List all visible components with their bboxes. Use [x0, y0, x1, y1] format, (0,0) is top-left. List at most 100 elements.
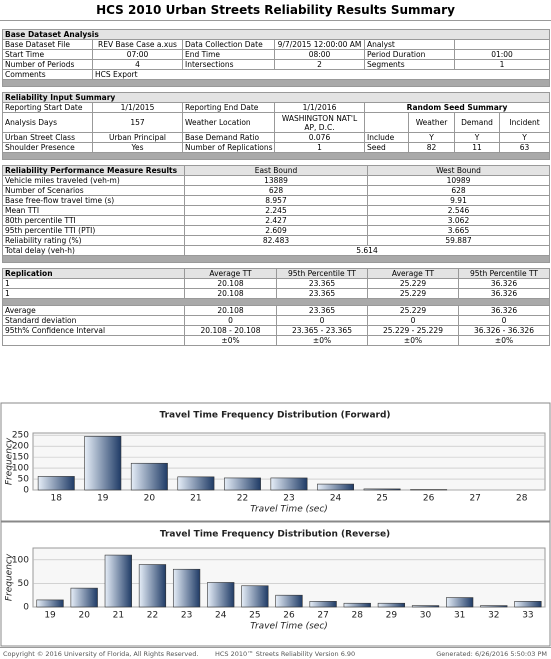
bar	[446, 598, 473, 607]
bar	[131, 463, 167, 490]
cell: 23.365	[277, 289, 368, 299]
cell: Base Demand Ratio	[183, 133, 275, 143]
cell: Base Dataset File	[3, 40, 93, 50]
cell: Analyst	[365, 40, 455, 50]
cell: 1	[275, 143, 365, 153]
cell: 2	[275, 60, 365, 70]
copyright: Copyright © 2016 University of Florida, …	[3, 650, 198, 658]
cell: 01:00	[455, 50, 550, 60]
x-tick-label: 20	[78, 611, 90, 621]
cell: 23.365	[277, 306, 368, 316]
cell: 07:00	[93, 50, 183, 60]
cell: 1/1/2016	[275, 103, 365, 113]
cell: East Bound	[185, 166, 368, 176]
chart-title: Travel Time Frequency Distribution (Reve…	[160, 530, 390, 540]
cell: West Bound	[368, 166, 550, 176]
cell: 5.614	[185, 246, 550, 256]
cell: 0	[459, 316, 550, 326]
cell: Start Time	[3, 50, 93, 60]
cell: 13889	[185, 176, 368, 186]
bar	[139, 565, 166, 607]
cell: ±0%	[277, 336, 368, 346]
cell: Total delay (veh-h)	[3, 246, 185, 256]
bar	[224, 478, 260, 490]
bar	[344, 603, 371, 607]
cell: Incident	[500, 113, 550, 133]
cell: 0	[368, 316, 459, 326]
x-tick-label: 22	[147, 611, 158, 621]
cell: Base free-flow travel time (s)	[3, 196, 185, 206]
row: Total delay (veh-h)5.614	[3, 246, 550, 256]
bar	[480, 606, 507, 607]
cell: Shoulder Presence	[3, 143, 93, 153]
report-title: HCS 2010 Urban Streets Reliability Resul…	[0, 0, 551, 21]
cell: Standard deviation	[3, 316, 185, 326]
x-tick-label: 22	[237, 494, 248, 504]
cell: Average TT	[368, 269, 459, 279]
cell: 08:00	[275, 50, 365, 60]
cell: Y	[455, 133, 500, 143]
cell: Reliability Input Summary	[3, 93, 550, 103]
cell: 11	[455, 143, 500, 153]
x-tick-label: 28	[352, 611, 364, 621]
cell: 1	[3, 279, 185, 289]
footer: Copyright © 2016 University of Florida, …	[0, 647, 551, 659]
cell: 1	[3, 289, 185, 299]
row	[3, 256, 550, 263]
blank-cell	[365, 113, 409, 133]
cell: 2.546	[368, 206, 550, 216]
x-tick-label: 18	[51, 494, 63, 504]
cell: 23.365 - 23.365	[277, 326, 368, 336]
bar	[412, 606, 439, 607]
y-tick-label: 50	[18, 579, 30, 589]
cell: 1/1/2015	[93, 103, 183, 113]
blank-cell	[3, 80, 550, 87]
cell: Urban Principal	[93, 133, 183, 143]
cell: Number of Periods	[3, 60, 93, 70]
x-tick-label: 27	[317, 611, 328, 621]
cell: 157	[93, 113, 183, 133]
cell: 36.326	[459, 306, 550, 316]
row	[3, 153, 550, 160]
cell: 20.108	[185, 289, 277, 299]
y-tick-label: 0	[23, 486, 29, 496]
cell: 25.229 - 25.229	[368, 326, 459, 336]
cell: Weather Location	[183, 113, 275, 133]
bar	[271, 478, 307, 490]
cell: 628	[185, 186, 368, 196]
cell: End Time	[183, 50, 275, 60]
cell: Comments	[3, 70, 93, 80]
cell: 95th% Confidence Interval	[3, 326, 185, 336]
blank-cell	[3, 336, 185, 346]
y-tick-label: 50	[18, 475, 30, 485]
cell: 9.91	[368, 196, 550, 206]
row: ±0%±0%±0%±0%	[3, 336, 550, 346]
cell: 628	[368, 186, 550, 196]
x-tick-label: 30	[420, 611, 432, 621]
cell: Reliability Performance Measure Results	[3, 166, 185, 176]
cell: 36.326	[459, 279, 550, 289]
cell: 0.076	[275, 133, 365, 143]
row	[3, 299, 550, 306]
generated: Generated: 6/26/2016 5:50:03 PM	[436, 650, 547, 658]
cell: ±0%	[185, 336, 277, 346]
bar	[364, 489, 400, 490]
cell: 20.108	[185, 279, 277, 289]
cell: WASHINGTON NAT'L AP, D.C.	[275, 113, 365, 133]
blank-cell	[3, 256, 550, 263]
bar	[515, 601, 542, 607]
x-tick-label: 21	[113, 611, 124, 621]
cell: Random Seed Summary	[365, 103, 550, 113]
